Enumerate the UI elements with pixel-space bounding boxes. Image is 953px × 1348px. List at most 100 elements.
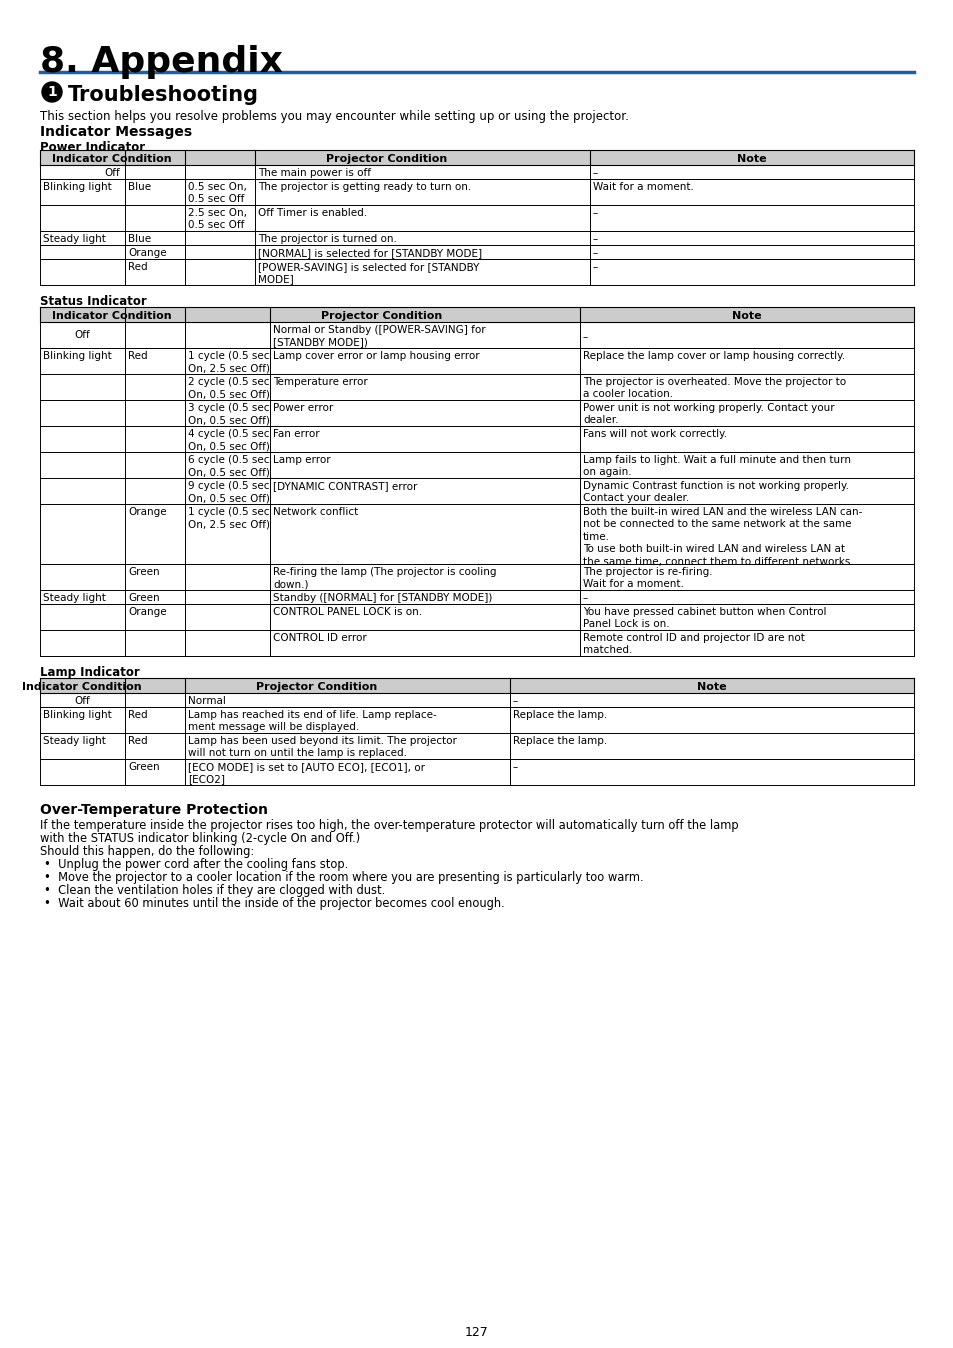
Text: Steady light: Steady light [43,593,106,603]
Text: Normal: Normal [188,696,226,706]
Text: –: – [593,208,598,218]
Text: [POWER-SAVING] is selected for [STANDBY
MODE]: [POWER-SAVING] is selected for [STANDBY … [257,262,478,284]
Bar [40,164,913,179]
Text: Dynamic Contrast function is not working properly.
Contact your dealer.: Dynamic Contrast function is not working… [582,481,848,503]
Bar [40,479,913,504]
Bar [40,563,913,590]
Text: [DYNAMIC CONTRAST] error: [DYNAMIC CONTRAST] error [273,481,416,491]
Bar [589,150,913,164]
Bar [40,205,913,231]
Text: Blinking light: Blinking light [43,710,112,720]
Bar [40,759,913,785]
Text: Remote control ID and projector ID are not
matched.: Remote control ID and projector ID are n… [582,634,804,655]
Text: Should this happen, do the following:: Should this happen, do the following: [40,845,254,857]
Text: Indicator Condition: Indicator Condition [52,311,172,321]
Bar [510,678,913,693]
Text: Orange: Orange [128,507,167,518]
Text: •  Clean the ventilation holes if they are clogged with dust.: • Clean the ventilation holes if they ar… [44,884,385,896]
Text: The projector is overheated. Move the projector to
a cooler location.: The projector is overheated. Move the pr… [582,377,845,399]
Text: CONTROL PANEL LOCK is on.: CONTROL PANEL LOCK is on. [273,607,421,617]
Bar [185,678,510,693]
Bar [40,373,913,400]
Bar [40,150,589,164]
Text: –: – [593,235,598,244]
Text: Red: Red [128,350,148,361]
Text: If the temperature inside the projector rises too high, the over-temperature pro: If the temperature inside the projector … [40,820,738,832]
Bar [40,322,913,348]
Text: Steady light: Steady light [43,235,106,244]
Text: Re-firing the lamp (The projector is cooling
down.): Re-firing the lamp (The projector is coo… [273,568,496,589]
Bar [40,307,270,322]
Text: –: – [582,332,588,342]
Text: Lamp error: Lamp error [273,456,331,465]
Text: Indicator Messages: Indicator Messages [40,125,192,139]
Text: Power error: Power error [273,403,333,412]
Text: Red: Red [128,736,148,745]
Bar [40,733,913,759]
Text: 4 cycle (0.5 sec
On, 0.5 sec Off): 4 cycle (0.5 sec On, 0.5 sec Off) [188,429,270,452]
Text: Indicator Condition: Indicator Condition [52,154,172,164]
Text: 2.5 sec On,
0.5 sec Off: 2.5 sec On, 0.5 sec Off [188,208,247,231]
Text: Blinking light: Blinking light [43,182,112,191]
Text: 3 cycle (0.5 sec
On, 0.5 sec Off): 3 cycle (0.5 sec On, 0.5 sec Off) [188,403,270,426]
Bar [40,678,185,693]
Text: Fans will not work correctly.: Fans will not work correctly. [582,429,726,439]
Text: Orange: Orange [128,248,167,257]
Bar [40,426,913,452]
Text: Over-Temperature Protection: Over-Temperature Protection [40,803,268,817]
Text: 2 cycle (0.5 sec
On, 0.5 sec Off): 2 cycle (0.5 sec On, 0.5 sec Off) [188,377,270,399]
Text: Off: Off [104,168,120,178]
Text: [ECO MODE] is set to [AUTO ECO], [ECO1], or
[ECO2]: [ECO MODE] is set to [AUTO ECO], [ECO1],… [188,762,424,785]
Bar [40,231,913,245]
Text: Replace the lamp.: Replace the lamp. [513,736,607,745]
Text: Lamp Indicator: Lamp Indicator [40,666,139,679]
Text: 6 cycle (0.5 sec
On, 0.5 sec Off): 6 cycle (0.5 sec On, 0.5 sec Off) [188,456,270,477]
Text: Steady light: Steady light [43,736,106,745]
Text: Projector Condition: Projector Condition [256,682,377,692]
Text: Fan error: Fan error [273,429,319,439]
Text: Power unit is not working properly. Contact your
dealer.: Power unit is not working properly. Cont… [582,403,834,426]
Text: Lamp has reached its end of life. Lamp replace-
ment message will be displayed.: Lamp has reached its end of life. Lamp r… [188,710,436,732]
Text: Lamp cover error or lamp housing error: Lamp cover error or lamp housing error [273,350,479,361]
Bar [40,590,913,604]
Bar [40,693,913,706]
Text: Off Timer is enabled.: Off Timer is enabled. [257,208,367,218]
Text: Blue: Blue [128,182,151,191]
Bar [40,259,913,284]
Text: –: – [593,168,598,178]
Text: Replace the lamp cover or lamp housing correctly.: Replace the lamp cover or lamp housing c… [582,350,844,361]
Bar [40,504,913,563]
Text: –: – [593,248,598,257]
Text: –: – [593,262,598,272]
Bar [40,630,913,656]
Text: The projector is getting ready to turn on.: The projector is getting ready to turn o… [257,182,471,191]
Text: Blue: Blue [128,235,151,244]
Text: Projector Condition: Projector Condition [321,311,442,321]
Text: You have pressed cabinet button when Control
Panel Lock is on.: You have pressed cabinet button when Con… [582,607,825,630]
Bar [40,348,913,373]
Text: Both the built-in wired LAN and the wireless LAN can-
not be connected to the sa: Both the built-in wired LAN and the wire… [582,507,862,566]
Text: Orange: Orange [128,607,167,617]
Text: Wait for a moment.: Wait for a moment. [593,182,693,191]
Text: Note: Note [737,154,766,164]
Text: Indicator Condition: Indicator Condition [22,682,142,692]
Text: –: – [513,696,517,706]
Text: Lamp has been used beyond its limit. The projector
will not turn on until the la: Lamp has been used beyond its limit. The… [188,736,456,759]
Bar [40,604,913,630]
Text: 1 cycle (0.5 sec
On, 2.5 sec Off): 1 cycle (0.5 sec On, 2.5 sec Off) [188,350,270,373]
Bar [40,452,913,479]
Bar [40,245,913,259]
Text: CONTROL ID error: CONTROL ID error [273,634,366,643]
Bar [40,179,913,205]
Bar [40,706,913,733]
Text: The main power is off: The main power is off [257,168,371,178]
Text: –: – [513,762,517,772]
Text: Green: Green [128,762,159,772]
Text: This section helps you resolve problems you may encounter while setting up or us: This section helps you resolve problems … [40,111,628,123]
Text: Standby ([NORMAL] for [STANDBY MODE]): Standby ([NORMAL] for [STANDBY MODE]) [273,593,492,603]
Text: Green: Green [128,568,159,577]
Text: •  Unplug the power cord after the cooling fans stop.: • Unplug the power cord after the coolin… [44,857,348,871]
Text: 9 cycle (0.5 sec
On, 0.5 sec Off): 9 cycle (0.5 sec On, 0.5 sec Off) [188,481,270,503]
Text: Red: Red [128,710,148,720]
Text: Normal or Standby ([POWER-SAVING] for
[STANDBY MODE]): Normal or Standby ([POWER-SAVING] for [S… [273,325,485,348]
